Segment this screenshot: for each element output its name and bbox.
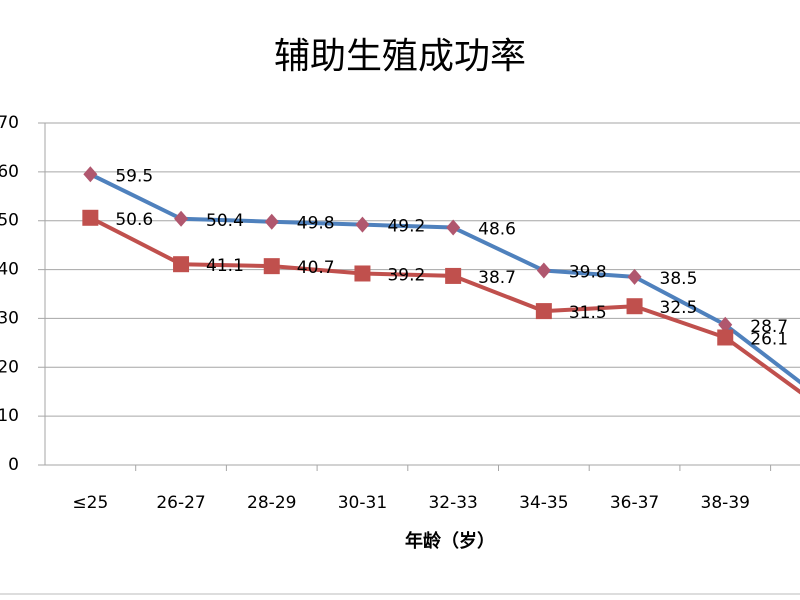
marker: [173, 256, 190, 273]
data-label: 28.7: [750, 317, 788, 337]
y-tick-label: 40: [0, 260, 19, 280]
marker: [82, 209, 99, 226]
y-tick-label: 0: [8, 455, 19, 475]
y-tick-label: 60: [0, 162, 19, 182]
data-label: 49.2: [387, 217, 425, 237]
marker: [718, 316, 733, 333]
marker: [263, 258, 280, 275]
x-tick-label: 30-31: [338, 493, 387, 513]
chart-title: 辅助生殖成功率: [274, 36, 526, 77]
marker: [626, 298, 643, 315]
marker: [536, 262, 551, 279]
x-axis-title: 年龄（岁）: [405, 530, 495, 552]
marker: [627, 268, 642, 285]
marker: [264, 213, 279, 230]
data-label: 50.6: [115, 210, 153, 230]
data-label: 48.6: [478, 220, 516, 240]
data-label: 31.5: [569, 303, 607, 323]
marker: [445, 267, 462, 284]
data-label: 50.4: [206, 211, 244, 231]
y-tick-label: 30: [0, 308, 19, 328]
data-label: 38.7: [478, 268, 516, 288]
x-tick-label: 34-35: [519, 493, 568, 513]
data-label: 41.1: [206, 256, 244, 276]
x-tick-label: 28-29: [247, 493, 296, 513]
marker: [535, 303, 552, 320]
x-tick-label: 26-27: [156, 493, 205, 513]
data-label: 26.1: [750, 329, 788, 349]
data-label: 39.2: [387, 265, 425, 285]
y-tick-label: 20: [0, 357, 19, 377]
data-label: 38.5: [660, 269, 698, 289]
data-label: 59.5: [115, 166, 153, 186]
marker: [717, 329, 734, 346]
marker: [83, 166, 98, 183]
data-label: 39.8: [569, 263, 607, 283]
data-label: 49.8: [297, 214, 335, 234]
x-tick-label: ≤25: [72, 493, 108, 513]
marker: [174, 210, 189, 227]
marker: [355, 216, 370, 233]
marker: [446, 219, 461, 236]
x-tick-label: 38-39: [701, 493, 750, 513]
x-tick-label: 36-37: [610, 493, 659, 513]
data-label: 40.7: [297, 258, 335, 278]
data-label: 32.5: [660, 298, 698, 318]
marker: [354, 265, 371, 282]
y-tick-label: 10: [0, 406, 19, 426]
y-tick-label: 50: [0, 211, 19, 231]
x-tick-label: 32-33: [428, 493, 477, 513]
y-tick-label: 70: [0, 113, 19, 133]
